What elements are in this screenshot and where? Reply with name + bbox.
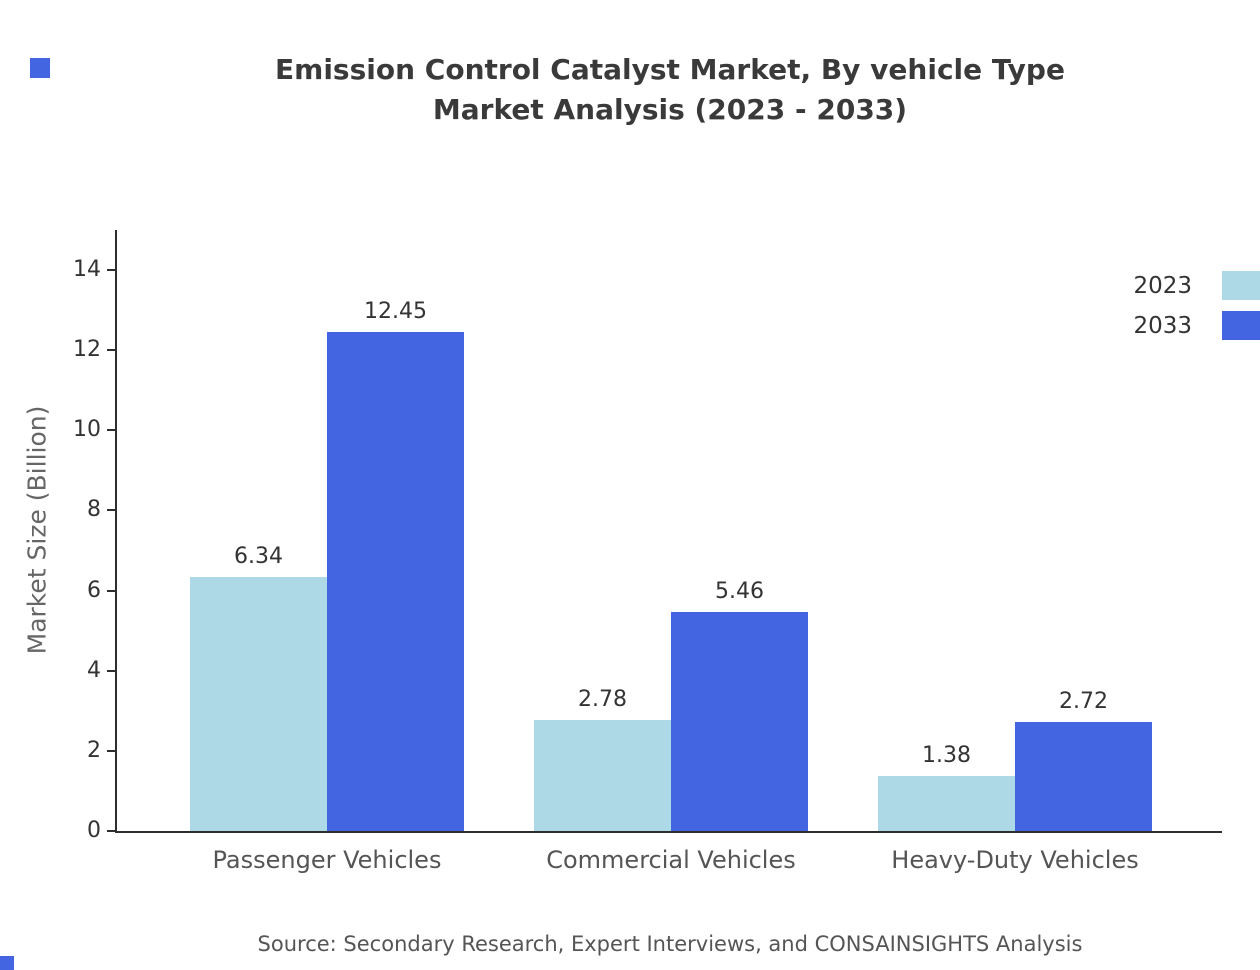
y-axis-tick bbox=[107, 669, 117, 672]
legend-label: 2023 bbox=[1133, 272, 1192, 299]
y-axis-tick bbox=[107, 830, 117, 832]
category-label: Passenger Vehicles bbox=[212, 846, 442, 874]
y-axis-tick-label: 2 bbox=[87, 737, 101, 763]
y-axis-tick bbox=[107, 589, 117, 592]
bar-value-label: 12.45 bbox=[364, 299, 427, 325]
bar-2033-heavy-duty-vehicles bbox=[1015, 722, 1152, 831]
y-axis-tick-label: 8 bbox=[87, 497, 101, 523]
legend-item-2033: 2033 bbox=[1133, 311, 1260, 340]
y-axis-tick-label: 12 bbox=[73, 337, 101, 363]
y-axis-tick-label: 0 bbox=[87, 818, 101, 843]
bar-2023-commercial-vehicles bbox=[534, 719, 671, 831]
y-axis-tick bbox=[107, 509, 117, 512]
y-axis-title: Market Size (Billion) bbox=[22, 405, 52, 655]
y-axis-tick bbox=[107, 349, 117, 352]
brand-mark-top bbox=[30, 58, 50, 78]
y-axis-tick bbox=[107, 429, 117, 432]
chart-title-line1: Emission Control Catalyst Market, By veh… bbox=[275, 53, 1065, 86]
source-note: Source: Secondary Research, Expert Inter… bbox=[257, 932, 1083, 956]
plot-area: 0 2 4 6 8 10 12 14 6.34 12.45 Passenger Vehicles 2.… bbox=[73, 230, 1222, 874]
bar-2033-commercial-vehicles bbox=[671, 612, 808, 831]
y-axis-tick bbox=[107, 269, 117, 272]
y-axis-tick bbox=[107, 749, 117, 752]
legend-swatch bbox=[1222, 311, 1260, 340]
bar-value-label: 2.72 bbox=[1059, 689, 1108, 715]
bar-value-label: 2.78 bbox=[578, 686, 627, 712]
brand-mark-bottom bbox=[0, 956, 14, 970]
bar-value-label: 1.38 bbox=[922, 742, 971, 768]
legend-item-2023: 2023 bbox=[1133, 271, 1260, 300]
bar-2023-heavy-duty-vehicles bbox=[878, 775, 1015, 831]
bar-value-label: 5.46 bbox=[715, 579, 764, 605]
chart-title: Emission Control Catalyst Market, By veh… bbox=[0, 50, 1260, 130]
legend-swatch bbox=[1222, 271, 1260, 300]
y-axis-tick-label: 6 bbox=[87, 577, 101, 603]
bar-2033-passenger-vehicles bbox=[327, 332, 464, 831]
bar-chart: Market Size (Billion) 0 2 4 6 8 10 12 14 6.34 12.… bbox=[0, 50, 1260, 970]
bar-2023-passenger-vehicles bbox=[190, 576, 327, 831]
category-label: Commercial Vehicles bbox=[546, 846, 796, 874]
y-axis-tick-label: 4 bbox=[87, 657, 101, 683]
category-label: Heavy-Duty Vehicles bbox=[891, 846, 1139, 874]
chart-title-line2: Market Analysis (2023 - 2033) bbox=[432, 93, 908, 126]
bar-value-label: 6.34 bbox=[234, 543, 283, 569]
legend-label: 2033 bbox=[1133, 312, 1192, 339]
legend: 2023 2033 bbox=[1133, 271, 1260, 340]
y-axis-tick-label: 14 bbox=[73, 257, 101, 283]
y-axis-tick-label: 10 bbox=[73, 417, 101, 443]
